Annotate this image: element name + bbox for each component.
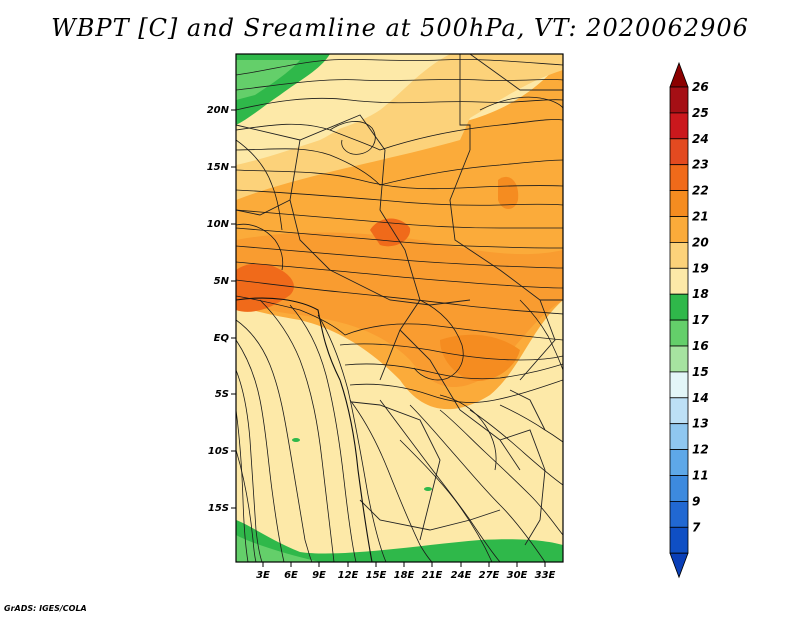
colorbar-label: 12 <box>692 443 709 457</box>
lon-label: 15E <box>366 570 387 581</box>
colorbar-label: 14 <box>692 391 709 405</box>
colorbar-swatch <box>669 319 689 347</box>
colorbar-label: 21 <box>692 210 709 224</box>
colorbar-label: 19 <box>692 261 709 275</box>
streamlines <box>236 59 563 562</box>
colorbar-swatch <box>669 164 689 191</box>
colorbar-swatch <box>669 190 689 217</box>
latitude-axis <box>231 109 236 509</box>
colorbar-label: 24 <box>692 132 709 146</box>
map-title: WBPT [C] and Sreamline at 500hPa, VT: 20… <box>51 14 749 42</box>
colorbar-swatch <box>669 397 689 425</box>
lat-label: EQ <box>214 333 230 344</box>
lat-label: 15N <box>207 162 230 173</box>
grads-credit: GrADS: IGES/COLA <box>4 604 87 613</box>
lat-label: 10S <box>208 446 229 457</box>
colorbar-swatch <box>669 293 689 321</box>
lon-label: 27E <box>479 570 500 581</box>
colorbar-swatch <box>669 526 689 554</box>
colorbar-label: 26 <box>692 80 709 94</box>
colorbar-swatch <box>669 449 689 476</box>
lon-label: 3E <box>256 570 270 581</box>
colorbar-label: 7 <box>692 520 701 534</box>
colorbar-swatch <box>669 475 689 502</box>
colorbar-swatch <box>669 216 689 243</box>
lon-label: 12E <box>338 570 359 581</box>
wbpt-field <box>236 54 563 562</box>
lon-label: 24E <box>451 570 472 581</box>
colorbar-swatch <box>669 423 689 451</box>
map-frame <box>235 53 564 563</box>
colorbar-swatch <box>669 371 689 399</box>
colorbar-swatch <box>669 138 689 166</box>
colorbar-swatch <box>669 267 689 295</box>
colorbar-label: 17 <box>692 313 709 327</box>
colorbar-label: 11 <box>692 469 709 483</box>
lat-label: 15S <box>208 503 229 514</box>
lat-label: 5S <box>215 389 229 400</box>
colorbar-label: 13 <box>692 417 709 431</box>
colorbar-swatch <box>669 241 689 269</box>
colorbar-label: 16 <box>692 339 709 353</box>
colorbar-label: 23 <box>692 158 709 172</box>
colorbar-label: 25 <box>692 106 709 120</box>
colorbar-label: 22 <box>692 184 709 198</box>
lon-label: 9E <box>312 570 326 581</box>
colorbar-min-arrow <box>669 552 689 579</box>
colorbar-label: 9 <box>692 494 700 508</box>
colorbar: 26 25 24 23 22 21 20 19 18 17 16 15 14 13 12 11 9 7 <box>669 61 709 579</box>
lon-label: 18E <box>394 570 415 581</box>
longitude-axis <box>262 562 546 567</box>
colorbar-label: 20 <box>692 235 709 249</box>
colorbar-max-arrow <box>669 61 689 88</box>
colorbar-swatch <box>669 500 689 528</box>
lon-label: 30E <box>507 570 528 581</box>
lat-label: 10N <box>207 219 230 230</box>
colorbar-label: 18 <box>692 287 709 301</box>
colorbar-swatch <box>669 112 689 140</box>
colorbar-swatch <box>669 345 689 373</box>
colorbar-swatch <box>669 86 689 114</box>
lon-label: 33E <box>535 570 556 581</box>
lat-label: 5N <box>214 276 230 287</box>
lon-label: 6E <box>284 570 298 581</box>
lon-label: 21E <box>422 570 443 581</box>
lat-label: 20N <box>207 105 230 116</box>
colorbar-label: 15 <box>692 365 709 379</box>
